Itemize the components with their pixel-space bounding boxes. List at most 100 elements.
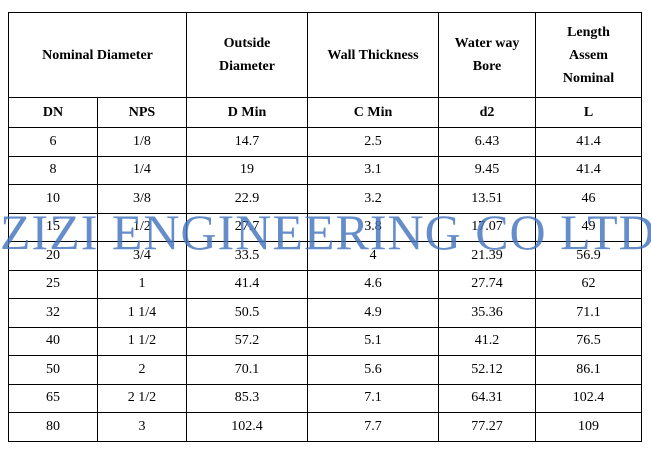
cell-d-min: 41.4 bbox=[186, 269, 308, 299]
header-row-top: Nominal Diameter Outside Diameter Wall T… bbox=[8, 12, 642, 98]
cell-d2: 13.51 bbox=[438, 184, 536, 214]
cell-nps: 2 1/2 bbox=[97, 383, 187, 413]
cell-d-min: 85.3 bbox=[186, 383, 308, 413]
cell-c-min: 7.1 bbox=[307, 383, 439, 413]
header-length-line-3: Nominal bbox=[562, 70, 615, 86]
cell-d-min: 22.9 bbox=[186, 184, 308, 214]
cell-l: 41.4 bbox=[535, 155, 642, 185]
cell-nps: 1 bbox=[97, 269, 187, 299]
header-water-way-bore: Water way Bore bbox=[438, 12, 536, 98]
cell-d2: 9.45 bbox=[438, 155, 536, 185]
cell-l: 102.4 bbox=[535, 383, 642, 413]
cell-nps: 1 1/2 bbox=[97, 326, 187, 356]
cell-c-min: 5.6 bbox=[307, 355, 439, 385]
table-row: 10 3/8 22.9 3.2 13.51 46 bbox=[8, 184, 642, 214]
cell-l: 56.9 bbox=[535, 241, 642, 271]
header-c-min: C Min bbox=[307, 97, 439, 128]
cell-dn: 40 bbox=[8, 326, 98, 356]
cell-d2: 17.07 bbox=[438, 212, 536, 242]
cell-dn: 6 bbox=[8, 127, 98, 157]
header-water-way-bore-line-2: Bore bbox=[472, 59, 502, 74]
cell-nps: 3/8 bbox=[97, 184, 187, 214]
cell-d2: 41.2 bbox=[438, 326, 536, 356]
cell-c-min: 7.7 bbox=[307, 412, 439, 442]
table-row: 80 3 102.4 7.7 77.27 109 bbox=[8, 412, 642, 442]
cell-dn: 10 bbox=[8, 184, 98, 214]
cell-d2: 64.31 bbox=[438, 383, 536, 413]
cell-d-min: 19 bbox=[186, 155, 308, 185]
cell-l: 62 bbox=[535, 269, 642, 299]
cell-d-min: 102.4 bbox=[186, 412, 308, 442]
header-length: Length Assem Nominal bbox=[535, 12, 642, 98]
cell-c-min: 4 bbox=[307, 241, 439, 271]
cell-l: 49 bbox=[535, 212, 642, 242]
table-row: 8 1/4 19 3.1 9.45 41.4 bbox=[8, 155, 642, 185]
cell-dn: 50 bbox=[8, 355, 98, 385]
cell-d-min: 50.5 bbox=[186, 298, 308, 328]
header-water-way-bore-line-1: Water way bbox=[454, 36, 520, 51]
cell-d-min: 27.7 bbox=[186, 212, 308, 242]
cell-l: 76.5 bbox=[535, 326, 642, 356]
header-d-min: D Min bbox=[186, 97, 308, 128]
cell-l: 86.1 bbox=[535, 355, 642, 385]
header-row-sub: DN NPS D Min C Min d2 L bbox=[8, 97, 642, 128]
cell-d-min: 70.1 bbox=[186, 355, 308, 385]
cell-dn: 32 bbox=[8, 298, 98, 328]
cell-c-min: 3.8 bbox=[307, 212, 439, 242]
header-outside-diameter: Outside Diameter bbox=[186, 12, 308, 98]
pipe-dimension-table: Nominal Diameter Outside Diameter Wall T… bbox=[8, 12, 642, 442]
header-length-line-1: Length bbox=[567, 24, 610, 40]
cell-nps: 1/2 bbox=[97, 212, 187, 242]
cell-nps: 2 bbox=[97, 355, 187, 385]
table-row: 65 2 1/2 85.3 7.1 64.31 102.4 bbox=[8, 383, 642, 413]
cell-d2: 52.12 bbox=[438, 355, 536, 385]
cell-d-min: 33.5 bbox=[186, 241, 308, 271]
cell-dn: 65 bbox=[8, 383, 98, 413]
cell-c-min: 2.5 bbox=[307, 127, 439, 157]
header-l: L bbox=[535, 97, 642, 128]
header-wall-thickness: Wall Thickness bbox=[307, 12, 439, 98]
table-row: 20 3/4 33.5 4 21.39 56.9 bbox=[8, 241, 642, 271]
cell-c-min: 5.1 bbox=[307, 326, 439, 356]
cell-c-min: 3.2 bbox=[307, 184, 439, 214]
cell-nps: 1/8 bbox=[97, 127, 187, 157]
cell-dn: 8 bbox=[8, 155, 98, 185]
cell-c-min: 4.9 bbox=[307, 298, 439, 328]
cell-d2: 77.27 bbox=[438, 412, 536, 442]
cell-l: 71.1 bbox=[535, 298, 642, 328]
table-row: 15 1/2 27.7 3.8 17.07 49 bbox=[8, 212, 642, 242]
cell-nps: 1/4 bbox=[97, 155, 187, 185]
cell-d2: 6.43 bbox=[438, 127, 536, 157]
table-row: 50 2 70.1 5.6 52.12 86.1 bbox=[8, 355, 642, 385]
cell-dn: 25 bbox=[8, 269, 98, 299]
header-outside-diameter-line-2: Diameter bbox=[219, 59, 275, 74]
cell-dn: 20 bbox=[8, 241, 98, 271]
cell-nps: 3/4 bbox=[97, 241, 187, 271]
header-d2: d2 bbox=[438, 97, 536, 128]
table-row: 40 1 1/2 57.2 5.1 41.2 76.5 bbox=[8, 326, 642, 356]
cell-d2: 27.74 bbox=[438, 269, 536, 299]
cell-dn: 15 bbox=[8, 212, 98, 242]
header-nominal-diameter: Nominal Diameter bbox=[8, 12, 187, 98]
cell-l: 41.4 bbox=[535, 127, 642, 157]
cell-c-min: 3.1 bbox=[307, 155, 439, 185]
cell-dn: 80 bbox=[8, 412, 98, 442]
cell-d-min: 14.7 bbox=[186, 127, 308, 157]
cell-l: 46 bbox=[535, 184, 642, 214]
cell-d2: 21.39 bbox=[438, 241, 536, 271]
header-outside-diameter-line-1: Outside bbox=[223, 36, 271, 51]
cell-c-min: 4.6 bbox=[307, 269, 439, 299]
header-nps: NPS bbox=[97, 97, 187, 128]
header-dn: DN bbox=[8, 97, 98, 128]
cell-nps: 3 bbox=[97, 412, 187, 442]
table-row: 6 1/8 14.7 2.5 6.43 41.4 bbox=[8, 127, 642, 157]
table-row: 25 1 41.4 4.6 27.74 62 bbox=[8, 269, 642, 299]
table-body: 6 1/8 14.7 2.5 6.43 41.4 8 1/4 19 3.1 9.45 41.4 10 3/… bbox=[8, 127, 642, 442]
table-row: 32 1 1/4 50.5 4.9 35.36 71.1 bbox=[8, 298, 642, 328]
cell-nps: 1 1/4 bbox=[97, 298, 187, 328]
header-length-line-2: Assem bbox=[569, 47, 608, 63]
cell-d2: 35.36 bbox=[438, 298, 536, 328]
cell-d-min: 57.2 bbox=[186, 326, 308, 356]
cell-l: 109 bbox=[535, 412, 642, 442]
